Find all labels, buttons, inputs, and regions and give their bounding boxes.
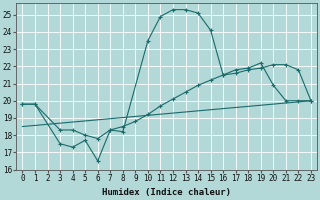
X-axis label: Humidex (Indice chaleur): Humidex (Indice chaleur) [102, 188, 231, 197]
